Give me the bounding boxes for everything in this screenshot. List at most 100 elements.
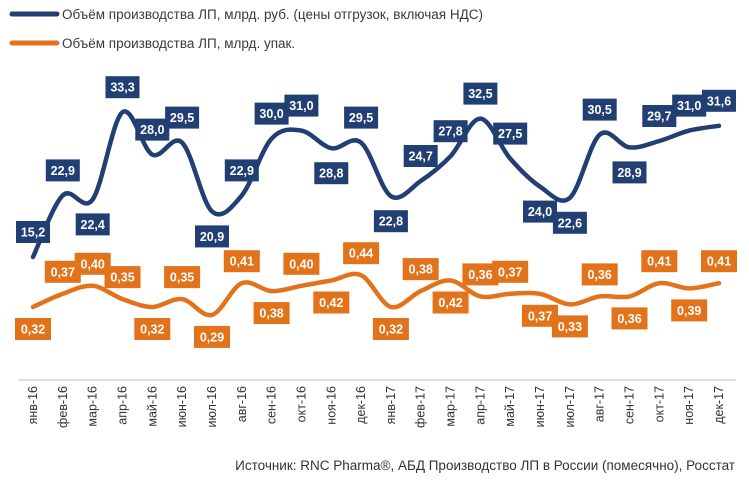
x-tick-label: сен-16 bbox=[265, 386, 279, 424]
rub-data-label-text: 27,5 bbox=[498, 127, 522, 141]
rub-data-label-box bbox=[642, 105, 677, 127]
rub-data-label-box bbox=[672, 94, 707, 117]
rub-data-label: 31,0 bbox=[672, 94, 707, 117]
rub-data-label-box bbox=[433, 120, 468, 143]
rub-data-label-text: 28,0 bbox=[140, 123, 164, 137]
x-tick-label: апр-17 bbox=[473, 386, 487, 425]
upak-data-label-text: 0,41 bbox=[230, 255, 254, 269]
rub-data-label-text: 22,6 bbox=[558, 216, 582, 230]
rub-data-label: 29,7 bbox=[642, 105, 677, 127]
upak-data-label-text: 0,32 bbox=[379, 323, 403, 337]
upak-data-label: 0,35 bbox=[104, 266, 141, 289]
x-tick-label: окт-16 bbox=[294, 386, 308, 422]
rub-data-label: 22,4 bbox=[75, 213, 110, 236]
upak-data-label: 0,37 bbox=[492, 260, 529, 283]
upak-data-label-text: 0,42 bbox=[438, 296, 462, 310]
rub-data-label-box bbox=[16, 221, 50, 243]
rub-data-label-text: 28,8 bbox=[319, 167, 343, 181]
upak-data-label-text: 0,36 bbox=[468, 268, 492, 282]
upak-data-label-text: 0,41 bbox=[647, 255, 671, 269]
rub-data-label-box bbox=[403, 145, 438, 167]
x-tick-label: янв-16 bbox=[26, 386, 40, 424]
upak-data-label: 0,40 bbox=[74, 252, 111, 275]
upak-data-label: 0,41 bbox=[701, 250, 737, 273]
rub-data-label: 33,3 bbox=[105, 76, 140, 99]
rub-data-label: 32,5 bbox=[463, 82, 498, 105]
upak-data-label-box bbox=[641, 250, 678, 273]
rub-data-label: 15,2 bbox=[16, 221, 50, 243]
rub-data-label-box bbox=[165, 106, 200, 129]
x-tick-label: май-16 bbox=[145, 386, 159, 427]
x-tick-label: янв-17 bbox=[384, 386, 398, 424]
rub-data-label-text: 28,9 bbox=[617, 166, 641, 180]
rub-data-label-text: 33,3 bbox=[110, 81, 134, 95]
rub-data-label: 28,0 bbox=[135, 118, 170, 141]
rub-data-label-box bbox=[284, 94, 319, 117]
upak-data-label: 0,38 bbox=[253, 302, 290, 325]
rub-data-label-box bbox=[75, 213, 110, 236]
rub-data-label: 30,0 bbox=[254, 102, 289, 125]
rub-data-label-box bbox=[582, 98, 617, 121]
upak-data-label: 0,32 bbox=[372, 318, 409, 340]
rub-data-label-text: 20,9 bbox=[200, 230, 224, 244]
rub-data-label-text: 22,9 bbox=[51, 164, 75, 178]
rub-data-label-text: 15,2 bbox=[21, 226, 45, 240]
upak-data-label-text: 0,33 bbox=[558, 320, 582, 334]
data-labels-rub: 15,2 22,9 22,4 33,3 28,0 29,5 20,9 22,9 30,0 31,0… bbox=[16, 76, 736, 248]
upak-data-label-text: 0,39 bbox=[677, 304, 701, 318]
rub-data-label-text: 29,5 bbox=[349, 111, 373, 125]
upak-data-label-box bbox=[44, 260, 81, 283]
x-tick-label: фев-17 bbox=[414, 386, 428, 428]
x-tick-label: мар-17 bbox=[444, 386, 458, 427]
upak-data-label-text: 0,41 bbox=[707, 255, 731, 269]
rub-data-label: 20,9 bbox=[195, 225, 229, 248]
rub-data-label: 29,5 bbox=[165, 106, 200, 129]
upak-data-label-box bbox=[253, 302, 290, 325]
rub-data-label-box bbox=[463, 82, 498, 105]
upak-data-label-box bbox=[581, 263, 618, 286]
upak-data-label-text: 0,38 bbox=[259, 307, 283, 321]
legend: Объём производства ЛП, млрд. руб. (цены … bbox=[9, 7, 483, 51]
rub-data-label: 27,8 bbox=[433, 120, 468, 143]
upak-data-label-box bbox=[701, 250, 737, 273]
x-tick-label: ноя-16 bbox=[324, 386, 338, 425]
upak-data-label-text: 0,35 bbox=[170, 271, 194, 285]
upak-data-label-box bbox=[522, 304, 558, 327]
legend-label-rub: Объём производства ЛП, млрд. руб. (цены … bbox=[62, 7, 483, 22]
data-labels-upak: 0,32 0,37 0,40 0,35 0,32 0,35 0,29 0,41 0,38 0,40… bbox=[15, 242, 737, 348]
rub-data-label: 22,6 bbox=[552, 211, 587, 234]
upak-data-label-box bbox=[343, 242, 380, 265]
x-tick-label: авг-17 bbox=[593, 386, 607, 422]
rub-data-label-text: 29,5 bbox=[170, 111, 194, 125]
upak-data-label-text: 0,37 bbox=[528, 309, 552, 323]
rub-data-label-box bbox=[523, 200, 557, 223]
rub-data-label-text: 31,0 bbox=[289, 99, 313, 113]
x-tick-label: май-17 bbox=[503, 386, 517, 427]
rub-data-label: 22,8 bbox=[373, 210, 408, 233]
x-tick-label: апр-16 bbox=[116, 386, 130, 425]
upak-data-label: 0,38 bbox=[402, 258, 439, 281]
rub-data-label-box bbox=[373, 210, 408, 233]
rub-data-label-box bbox=[135, 118, 170, 141]
rub-data-label: 22,9 bbox=[224, 159, 259, 182]
upak-data-label: 0,41 bbox=[223, 250, 260, 273]
upak-data-label-text: 0,36 bbox=[588, 268, 612, 282]
upak-data-label: 0,32 bbox=[134, 318, 171, 340]
x-tick-label: окт-17 bbox=[652, 386, 666, 422]
rub-data-label-text: 22,4 bbox=[81, 218, 105, 232]
x-tick-label: сен-17 bbox=[623, 386, 637, 424]
rub-data-label-text: 29,7 bbox=[647, 110, 671, 124]
upak-data-label-box bbox=[15, 318, 51, 340]
x-tick-label: дек-16 bbox=[354, 386, 368, 424]
upak-data-label-text: 0,36 bbox=[617, 312, 641, 326]
upak-data-label: 0,36 bbox=[581, 263, 618, 286]
upak-data-label-box bbox=[402, 258, 439, 281]
upak-data-label-box bbox=[223, 250, 260, 273]
series-line-upak bbox=[30, 271, 722, 318]
rub-data-label-box bbox=[45, 159, 80, 182]
rub-data-label: 28,9 bbox=[612, 161, 647, 184]
upak-data-label: 0,33 bbox=[551, 315, 588, 338]
upak-data-label-box bbox=[671, 299, 708, 322]
rub-data-label-text: 22,9 bbox=[230, 164, 254, 178]
